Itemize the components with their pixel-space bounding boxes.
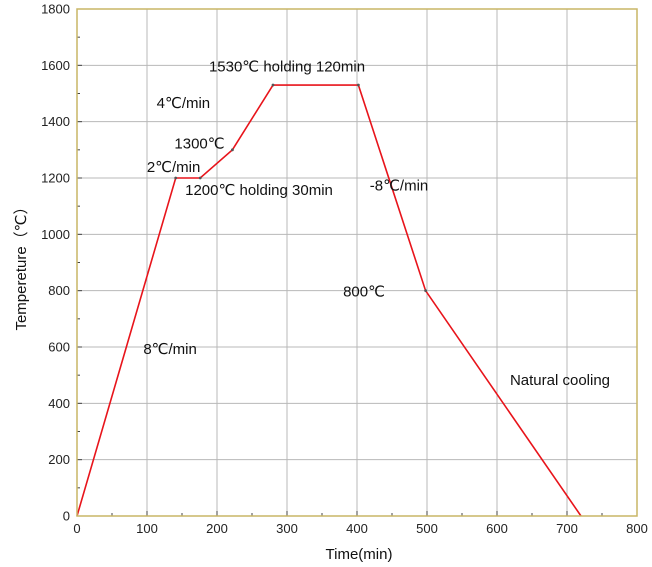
y-tick-label: 800 [48,283,70,298]
temperature-series-line [76,84,582,517]
annotation-label: -8℃/min [370,178,429,195]
x-tick-label: 200 [206,521,228,536]
plot-frame [76,8,638,517]
series-point [198,176,202,180]
series-group [76,83,582,517]
y-tick-label: 1800 [41,2,70,17]
tick-labels: 0 100 200 300 400 500 600 700 800 0 200 400 600 800 10… [41,2,648,537]
y-tick-label: 0 [63,509,70,524]
annotation-label: 8℃/min [143,341,197,358]
y-tick-label: 600 [48,340,70,355]
x-tick-label: 600 [486,521,508,536]
series-point [271,83,275,87]
annotation-label: 1300℃ [174,135,224,152]
series-point [231,148,234,152]
x-tick-label: 300 [276,521,298,536]
annotation-label: 2℃/min [147,159,201,176]
x-tick-label: 400 [346,521,368,536]
annotation-label: Natural cooling [510,372,610,389]
series-point [424,289,427,293]
y-tick-label: 1600 [41,58,70,73]
x-tick-label: 0 [73,521,80,536]
y-tick-label: 200 [48,452,70,467]
y-tick-label: 1400 [41,114,70,129]
x-tick-label: 800 [626,521,648,536]
annotation-label: 4℃/min [157,95,211,112]
annotations: 1530℃ holding 120min 4℃/min 1300℃ 2℃/min 120… [143,59,610,389]
series-point [174,176,178,180]
annotation-label: 800℃ [343,283,385,300]
y-tick-label: 1000 [41,227,70,242]
y-tick-label: 400 [48,396,70,411]
annotation-label: 1530℃ holding 120min [209,59,365,76]
annotation-label: 1200℃ holding 30min [185,182,333,199]
x-tick-label: 700 [556,521,578,536]
grid-lines [77,9,637,516]
y-tick-label: 1200 [41,171,70,186]
x-axis-title: Time(min) [326,546,393,563]
x-tick-label: 100 [136,521,158,536]
series-point [357,83,360,87]
y-axis-title: Tempereture（℃） [13,199,30,330]
x-tick-label: 500 [416,521,438,536]
